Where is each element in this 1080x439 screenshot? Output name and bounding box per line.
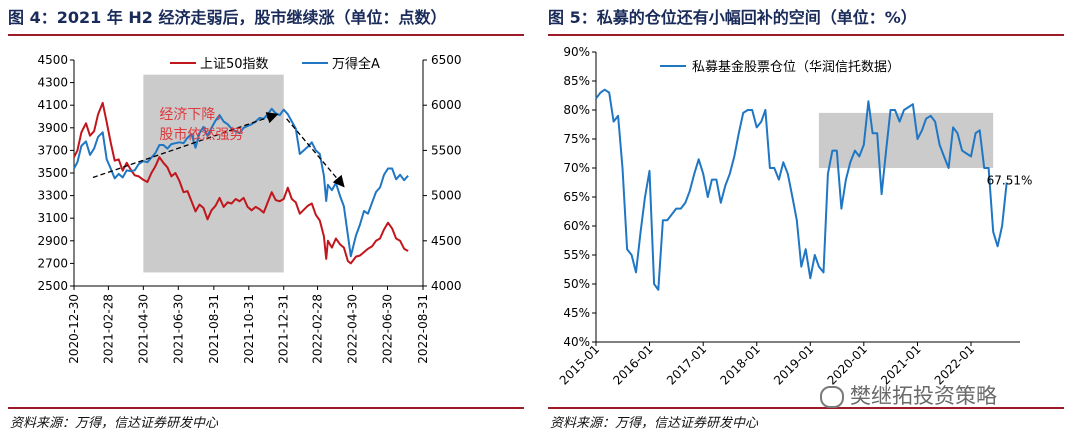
left-y-tick-label: 3900 [37,121,68,135]
wind-all-a-line [73,107,409,258]
legend-label-wind: 万得全A [332,56,380,72]
left-x-tick-label: 2022-08-31 [416,294,430,364]
left-shaded-region [143,74,284,273]
left-x-tick-label: 2021-06-30 [171,294,185,364]
watermark: 樊继拓投资策略 [820,380,997,410]
left-x-tick-label: 2022-02-28 [311,294,325,364]
right-chart-x-tick-label: 2016-01 [610,342,655,387]
right-chart-y-tick-label: 70% [563,161,590,175]
left-x-tick-label: 2021-02-28 [101,294,115,364]
left-x-tick-label: 2022-04-30 [346,294,360,364]
left-x-tick-label: 2022-06-30 [380,294,394,364]
private-fund-position-line [595,88,1008,291]
left-chart-title: 图 4：2021 年 H2 经济走弱后，股市继续涨（单位：点数） [8,8,447,27]
left-y-tick-label: 3100 [37,211,68,225]
right-y-tick-label: 4500 [431,234,462,248]
wechat-logo-icon [820,386,844,408]
left-chart: 2500 2700 2900 3100 3300 3500 3700 3900 4100 4300… [37,53,462,364]
trend-arrow [286,118,345,188]
right-chart-y-tick-label: 55% [563,248,590,262]
right-source: 资料来源：万得，信达证券研发中心 [550,416,759,431]
left-source-rule [8,407,524,409]
left-x-tick-label: 2020-12-30 [67,294,81,364]
annotation-text: 经济下降， [159,107,229,123]
right-chart-y-tick-label: 85% [563,74,590,88]
right-y-tick-label: 5000 [431,189,462,203]
left-x-tick-label: 2021-10-31 [242,294,256,364]
right-chart-y-tick-label: 75% [563,132,590,146]
left-y-tick-label: 4500 [37,53,68,67]
right-shaded-region [818,112,994,168]
right-chart-y-tick-label: 65% [563,190,590,204]
right-y-tick-label: 5500 [431,143,462,157]
right-source-rule [548,407,1064,409]
watermark-text: 樊继拓投资策略 [850,384,997,408]
right-chart-y-tick-label: 60% [563,219,590,233]
right-panel: 图 5：私募的仓位还有小幅回补的空间（单位：%） 40% 45% 50% 55% 60%… [540,0,1080,439]
left-x-tick-label: 2021-12-31 [277,294,291,364]
right-y-tick-label: 6000 [431,98,462,112]
left-y-tick-label: 4300 [37,76,68,90]
right-chart-x-tick-label: 2017-01 [664,342,709,387]
right-chart-y-tick-label: 50% [563,277,590,291]
right-chart-y-tick-label: 80% [563,103,590,117]
right-chart-x-tick-label: 2015-01 [557,342,602,387]
right-chart-x-tick-label: 2019-01 [771,342,816,387]
left-y-tick-label: 3300 [37,189,68,203]
left-x-tick-label: 2021-08-31 [207,294,221,364]
left-y-tick-label: 4100 [37,98,68,112]
right-chart-x-tick-label: 2018-01 [718,342,763,387]
left-y-tick-label: 3500 [37,166,68,180]
right-chart-y-tick-label: 40% [563,335,590,349]
right-chart-y-tick-label: 45% [563,306,590,320]
annotation-text: 股市依然强势 [159,126,243,143]
right-y-tick-label: 6500 [431,53,462,67]
right-chart-title: 图 5：私募的仓位还有小幅回补的空间（单位：%） [548,8,917,27]
last-value-label: 67.51% [987,174,1033,188]
right-chart-y-tick-label: 90% [563,45,590,59]
right-legend-label: 私募基金股票仓位（华润信托数据） [692,59,900,75]
left-y-tick-label: 3700 [37,143,68,157]
right-chart: 40% 45% 50% 55% 60% 65% 70% 75% 80% 85% 90% 2015-01… [557,45,1033,388]
left-x-tick-label: 2021-04-30 [136,294,150,364]
trend-arrow [92,112,279,179]
sse50-line [73,101,409,265]
legend-label-sse50: 上证50指数 [200,57,269,72]
left-y-tick-label: 2500 [37,279,68,293]
left-panel: 图 4：2021 年 H2 经济走弱后，股市继续涨（单位：点数） 2500 270… [8,8,524,431]
right-y-tick-label: 4000 [431,279,462,293]
right-title-rule [548,34,1064,36]
left-source: 资料来源：万得，信达证券研发中心 [10,416,219,431]
left-title-rule [8,34,524,36]
left-y-tick-label: 2700 [37,256,68,270]
left-y-tick-label: 2900 [37,234,68,248]
